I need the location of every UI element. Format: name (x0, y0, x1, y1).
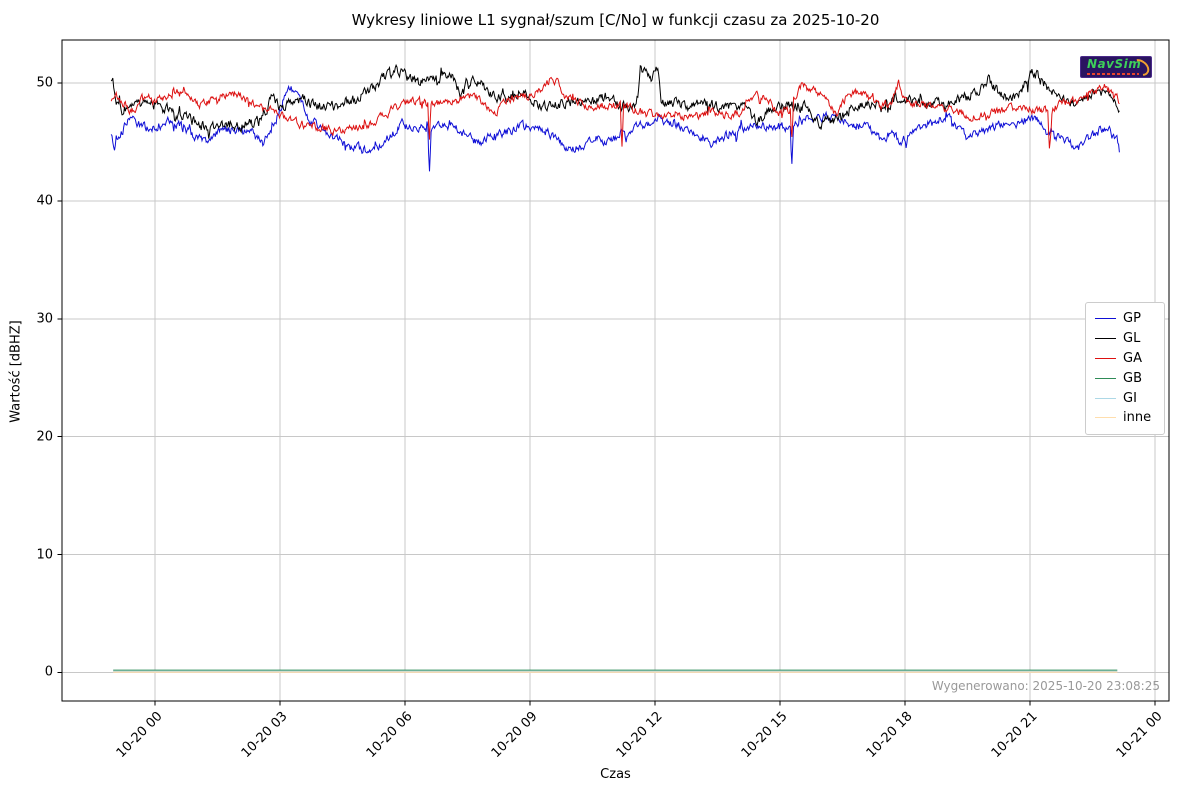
legend-label-gp: GP (1123, 311, 1141, 327)
axes-border (61, 39, 1170, 702)
legend-item-ga: GA (1095, 349, 1164, 369)
y-tick-label: 20 (36, 429, 53, 445)
legend-item-gp: GP (1095, 309, 1164, 329)
chart-title: Wykresy liniowe L1 sygnał/szum [C/No] w … (351, 11, 880, 29)
y-tick-label: 0 (44, 664, 53, 680)
legend-item-gl: GL (1095, 329, 1164, 349)
navsim-logo: NavSim (1080, 55, 1153, 80)
series-line-gp (110, 84, 1120, 172)
logo-subtext-bar (1087, 73, 1139, 75)
legend-label-ga: GA (1123, 350, 1142, 366)
y-tick-label: 30 (36, 311, 53, 327)
legend-line-gb-icon (1095, 377, 1116, 379)
legend-line-gp-icon (1095, 318, 1116, 320)
y-tick-label: 10 (36, 547, 53, 562)
legend-line-inne-icon (1095, 417, 1116, 419)
legend-item-gb: GB (1095, 368, 1164, 388)
legend-label-gi: GI (1123, 390, 1137, 406)
x-axis-label: Czas (600, 767, 631, 782)
series-line-gl (110, 63, 1120, 139)
legend-line-ga-icon (1095, 357, 1116, 359)
legend-label-inne: inne (1123, 410, 1152, 426)
legend-line-gi-icon (1095, 397, 1116, 399)
generated-timestamp-note: Wygenerowano: 2025-10-20 23:08:25 (931, 679, 1160, 693)
navsim-logo-text: NavSim (1087, 57, 1142, 71)
series-line-ga (110, 76, 1120, 149)
y-axis-label: Wartość [dBHZ] (8, 320, 24, 423)
y-tick-label: 40 (36, 193, 53, 209)
legend-item-inne: inne (1095, 408, 1164, 428)
legend-label-gb: GB (1123, 370, 1142, 386)
legend-line-gl-icon (1095, 338, 1116, 340)
y-tick-label: 50 (36, 75, 53, 91)
legend-label-gl: GL (1123, 331, 1141, 347)
legend-item-gi: GI (1095, 388, 1164, 408)
legend: GP GL GA GB GI inne (1085, 302, 1165, 435)
